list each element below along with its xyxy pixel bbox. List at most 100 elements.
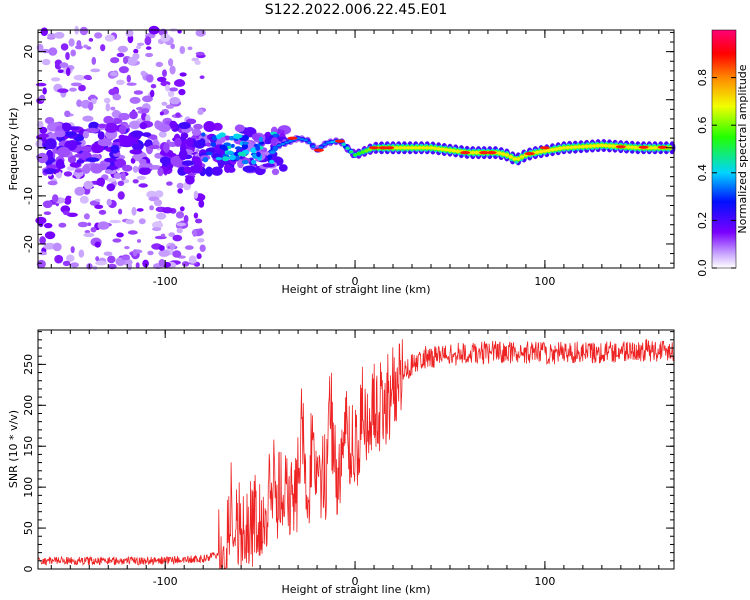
y-tick-label: 100 bbox=[22, 477, 35, 498]
noise-blob bbox=[146, 190, 158, 199]
noise-blob bbox=[70, 49, 76, 57]
noise-blob bbox=[142, 259, 149, 268]
band-blob bbox=[227, 166, 236, 173]
band-blob bbox=[99, 163, 108, 171]
ridge-segment bbox=[588, 144, 593, 148]
noise-blob bbox=[52, 194, 59, 203]
ridge-segment bbox=[561, 146, 567, 150]
noise-blob bbox=[65, 67, 71, 77]
noise-blob bbox=[195, 218, 203, 224]
ridge-segment bbox=[425, 146, 430, 150]
noise-blob bbox=[175, 112, 181, 118]
ridge-segment bbox=[307, 141, 312, 144]
band-blob bbox=[130, 130, 144, 138]
band-blob bbox=[82, 164, 91, 174]
noise-blob bbox=[169, 65, 176, 75]
band-blob bbox=[38, 133, 50, 139]
transition-blob bbox=[216, 134, 222, 140]
noise-blob bbox=[145, 46, 152, 50]
noise-blob bbox=[43, 242, 56, 250]
ridge-segment bbox=[546, 148, 551, 152]
ridge-segment bbox=[436, 147, 441, 151]
band-blob bbox=[174, 137, 182, 147]
noise-blob bbox=[186, 118, 197, 125]
band-blob bbox=[122, 164, 133, 172]
ridge-segment bbox=[470, 151, 475, 155]
noise-blob bbox=[168, 58, 174, 67]
noise-blob bbox=[52, 242, 62, 252]
band-blob bbox=[142, 132, 152, 138]
noise-blob bbox=[132, 52, 140, 60]
ridge-segment bbox=[356, 152, 361, 155]
noise-blob bbox=[106, 198, 112, 206]
ridge-segment bbox=[519, 155, 525, 159]
noise-blob bbox=[183, 215, 189, 223]
ridge-segment bbox=[630, 145, 635, 149]
band-blob bbox=[55, 158, 65, 170]
noise-blob bbox=[159, 111, 164, 116]
noise-blob bbox=[76, 40, 82, 49]
colorbar-tick-label: 0.8 bbox=[696, 69, 709, 87]
ridge-peak bbox=[460, 151, 471, 155]
noise-blob bbox=[37, 120, 44, 129]
noise-blob bbox=[79, 26, 89, 36]
transition-blob bbox=[255, 145, 261, 151]
band-blob bbox=[80, 145, 92, 152]
band-blob bbox=[118, 135, 132, 145]
band-blob bbox=[205, 166, 213, 177]
noise-blob bbox=[67, 155, 77, 164]
transition-blob bbox=[202, 156, 209, 163]
noise-blob bbox=[74, 186, 85, 196]
ridge-segment bbox=[276, 144, 282, 147]
band-blob bbox=[180, 132, 189, 139]
noise-blob bbox=[66, 212, 78, 217]
x-tick-label: 0 bbox=[352, 575, 359, 588]
ridge-segment bbox=[516, 157, 521, 161]
noise-blob bbox=[121, 255, 131, 261]
noise-blob bbox=[70, 262, 79, 268]
ridge-segment bbox=[497, 151, 502, 155]
transition-blob bbox=[251, 159, 257, 165]
band-blob bbox=[118, 124, 127, 135]
ridge-peak bbox=[615, 145, 626, 149]
band-blob bbox=[158, 123, 171, 133]
noise-blob bbox=[198, 199, 205, 208]
ridge-segment bbox=[330, 141, 335, 143]
snr-x-ticks: -100 0 100 bbox=[50, 330, 660, 588]
ridge-segment bbox=[599, 143, 605, 147]
noise-blob bbox=[176, 227, 183, 234]
transition-blob bbox=[272, 133, 280, 138]
y-tick-label: -20 bbox=[22, 235, 35, 253]
ridge-segment bbox=[535, 150, 540, 154]
band-blob bbox=[97, 131, 105, 140]
noise-blob bbox=[151, 221, 164, 229]
ridge-segment bbox=[364, 149, 369, 153]
noise-blob bbox=[162, 207, 173, 214]
noise-blob bbox=[150, 89, 155, 98]
noise-blob bbox=[193, 212, 199, 219]
band-blob bbox=[138, 167, 151, 175]
noise-blob bbox=[118, 112, 130, 121]
transition-blob bbox=[259, 141, 265, 145]
noise-blob bbox=[87, 222, 92, 226]
noise-blob bbox=[83, 213, 90, 220]
spectrogram-frame bbox=[37, 29, 675, 269]
noise-blob bbox=[158, 249, 170, 257]
ridge-segment bbox=[652, 146, 658, 150]
noise-blob bbox=[177, 188, 183, 194]
ridge-segment bbox=[592, 144, 597, 148]
noise-blob bbox=[59, 62, 69, 68]
noise-blob bbox=[125, 219, 135, 225]
ridge-segment bbox=[584, 144, 589, 148]
noise-blob bbox=[156, 76, 167, 82]
noise-blob bbox=[140, 108, 150, 114]
ridge-segment bbox=[284, 141, 289, 144]
noise-blob bbox=[150, 84, 157, 89]
ridge-segment bbox=[611, 144, 616, 148]
band-blob bbox=[139, 163, 153, 168]
transition-blob bbox=[241, 159, 249, 165]
band-blob bbox=[271, 168, 280, 176]
noise-blob bbox=[145, 114, 151, 123]
noise-blob bbox=[110, 57, 120, 64]
noise-blob bbox=[116, 79, 125, 86]
